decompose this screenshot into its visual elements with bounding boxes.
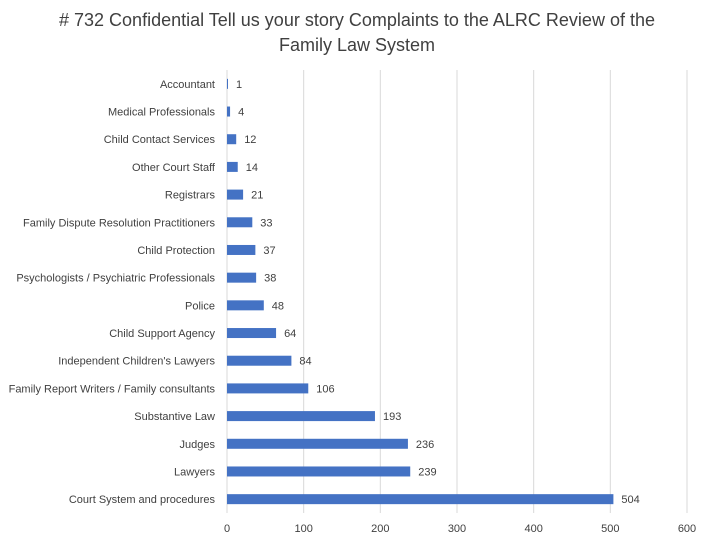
category-label: Judges	[180, 439, 216, 451]
bar	[227, 494, 614, 505]
bars	[227, 78, 614, 505]
data-label: 4	[238, 107, 244, 119]
category-label: Child Contact Services	[104, 134, 216, 146]
chart-title-line-2: Family Law System	[278, 35, 436, 55]
bar	[227, 328, 277, 339]
data-label: 193	[383, 411, 401, 423]
data-label: 33	[260, 217, 272, 229]
category-label: Registrars	[165, 190, 216, 202]
x-tick-label: 500	[601, 523, 619, 535]
category-label: Police	[185, 300, 215, 312]
bar	[227, 217, 253, 228]
data-label: 38	[264, 273, 276, 285]
category-label: Medical Professionals	[108, 107, 215, 119]
category-label: Other Court Staff	[132, 162, 216, 174]
chart-title: # 732 Confidential Tell us your story Co…	[0, 8, 714, 58]
category-label: Child Protection	[137, 245, 215, 257]
x-tick-label: 300	[448, 523, 466, 535]
bar	[227, 244, 256, 255]
data-label: 84	[299, 356, 311, 368]
bar	[227, 78, 228, 89]
bar	[227, 134, 237, 145]
category-label: Independent Children's Lawyers	[58, 356, 215, 368]
category-label: Family Report Writers / Family consultan…	[9, 383, 216, 395]
bar	[227, 272, 257, 283]
bar	[227, 355, 292, 366]
data-label: 12	[244, 134, 256, 146]
x-axis: 0 100 200 300 400 500 600	[224, 70, 696, 535]
data-label: 504	[621, 494, 639, 506]
labels: Accountant 1 Medical Professionals 4 Child C…	[9, 79, 640, 506]
bar	[227, 106, 231, 117]
category-label: Court System and procedures	[69, 494, 216, 506]
category-label: Lawyers	[174, 466, 215, 478]
bar	[227, 161, 238, 172]
data-label: 21	[251, 190, 263, 202]
bar	[227, 189, 244, 200]
category-label: Accountant	[160, 79, 215, 91]
data-label: 37	[263, 245, 275, 257]
x-tick-label: 0	[224, 523, 230, 535]
category-label: Child Support Agency	[109, 328, 215, 340]
category-label: Family Dispute Resolution Practitioners	[23, 217, 215, 229]
x-tick-label: 400	[524, 523, 542, 535]
data-label: 64	[284, 328, 296, 340]
x-tick-label: 600	[678, 523, 696, 535]
data-label: 106	[316, 383, 334, 395]
chart-title-line-1: # 732 Confidential Tell us your story Co…	[59, 10, 655, 30]
data-label: 48	[272, 300, 284, 312]
data-label: 236	[416, 439, 434, 451]
x-tick-label: 200	[371, 523, 389, 535]
bar	[227, 300, 264, 311]
bar	[227, 411, 375, 422]
category-label: Substantive Law	[134, 411, 215, 423]
data-label: 239	[418, 466, 436, 478]
bar	[227, 383, 309, 394]
data-label: 1	[236, 79, 242, 91]
data-label: 14	[246, 162, 258, 174]
x-tick-label: 100	[294, 523, 312, 535]
bar	[227, 466, 411, 477]
category-label: Psychologists / Psychiatric Professional…	[16, 273, 215, 285]
bar	[227, 438, 408, 449]
